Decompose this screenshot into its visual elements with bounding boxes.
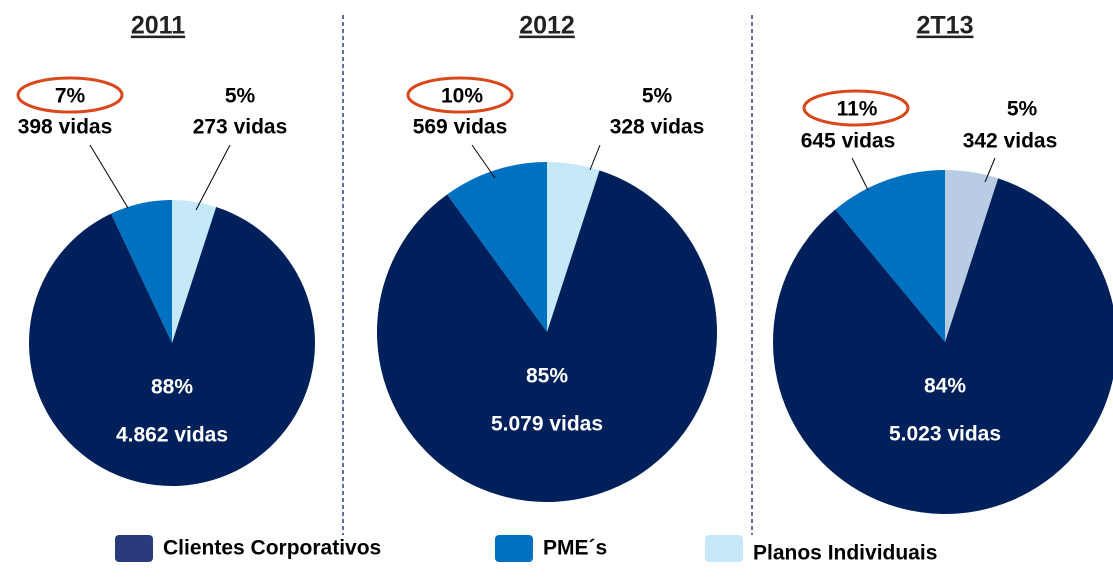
slice-lives: 398 vidas — [18, 116, 113, 139]
pie-slice — [377, 170, 717, 503]
legend-swatch — [115, 535, 153, 562]
legend-label: PME´s — [543, 537, 607, 560]
pie-title: 2T13 — [917, 12, 974, 40]
highlight-ring — [802, 89, 910, 127]
pie-slice — [111, 200, 172, 343]
pie-slice — [835, 170, 945, 342]
slice-lives: 5.023 vidas — [889, 423, 1001, 446]
slice-label: 11% — [837, 98, 878, 121]
legend-label: Clientes Corporativos — [163, 537, 381, 560]
pie-slice — [945, 170, 999, 342]
slice-lives: 273 vidas — [193, 116, 288, 139]
slice-lives: 328 vidas — [610, 116, 705, 139]
slice-label: 88% — [151, 376, 193, 399]
pie-slice — [547, 162, 600, 332]
pie-title: 2012 — [519, 12, 575, 40]
pie-title: 2011 — [131, 12, 185, 40]
highlight-ring — [406, 76, 514, 114]
slice-label: 5% — [225, 85, 256, 108]
slice-label: 85% — [526, 365, 568, 388]
slice-lives: 342 vidas — [963, 130, 1058, 153]
leader-line — [851, 157, 869, 191]
pie-slice — [447, 162, 547, 332]
slice-lives: 5.079 vidas — [491, 413, 603, 436]
leader-line — [984, 157, 996, 183]
pie-slice — [172, 200, 217, 343]
legend-label: Planos Individuais — [753, 542, 937, 565]
slice-label: 84% — [924, 375, 966, 398]
slice-label: 5% — [642, 85, 673, 108]
slice-label: 7% — [55, 85, 86, 108]
slice-lives: 4.862 vidas — [116, 424, 228, 447]
legend-swatch — [705, 535, 743, 562]
leader-line — [195, 144, 231, 211]
leader-line — [89, 144, 129, 209]
slice-label: 10% — [441, 85, 483, 108]
legend-swatch — [495, 535, 533, 562]
slice-label: 5% — [1007, 98, 1038, 121]
slice-lives: 569 vidas — [413, 116, 508, 139]
leader-line — [589, 144, 601, 171]
highlight-ring — [16, 76, 124, 114]
leader-line — [471, 144, 496, 179]
pie-slice — [773, 178, 1113, 514]
slice-lives: 645 vidas — [801, 130, 896, 153]
pie-slice — [28, 206, 316, 487]
